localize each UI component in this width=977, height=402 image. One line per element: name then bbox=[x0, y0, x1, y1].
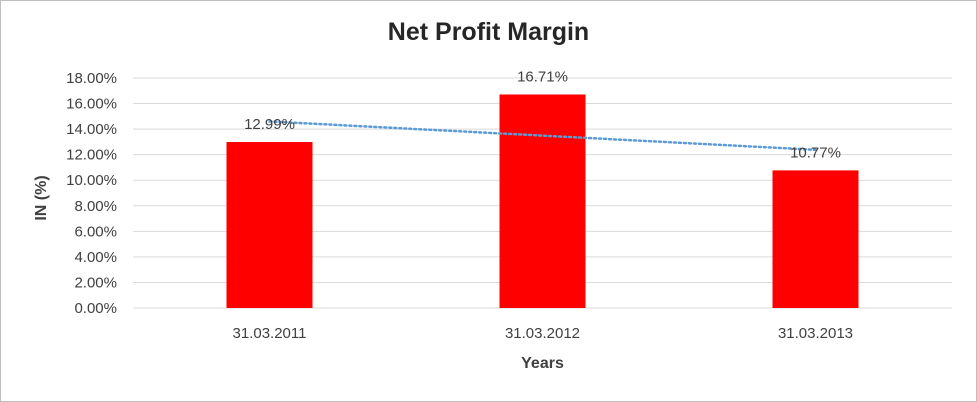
y-axis-title: IN (%) bbox=[33, 175, 50, 220]
y-tick-label: 6.00% bbox=[74, 223, 117, 240]
y-tick-label: 18.00% bbox=[66, 70, 117, 87]
y-tick-label: 12.00% bbox=[66, 147, 117, 164]
x-tick-labels: 31.03.2011 31.03.2012 31.03.2013 bbox=[233, 325, 854, 342]
y-tick-labels: 0.00% 2.00% 4.00% 6.00% 8.00% 10.00% 12.00% 14.… bbox=[66, 70, 117, 317]
y-tick-label: 2.00% bbox=[74, 274, 117, 291]
x-tick-label: 31.03.2012 bbox=[505, 325, 580, 342]
y-tick-label: 16.00% bbox=[66, 96, 117, 113]
trendline-line bbox=[268, 120, 817, 152]
data-labels: 12.99% 16.71% 10.77% bbox=[244, 68, 841, 161]
trendline bbox=[268, 120, 817, 152]
chart-title: Net Profit Margin bbox=[387, 18, 590, 46]
bar bbox=[772, 170, 859, 308]
x-tick-label: 31.03.2013 bbox=[778, 325, 853, 342]
y-tick-label: 14.00% bbox=[66, 121, 117, 138]
y-tick-label: 0.00% bbox=[74, 300, 117, 317]
data-label: 16.71% bbox=[517, 68, 568, 85]
y-tick-label: 4.00% bbox=[74, 249, 117, 266]
y-tick-label: 8.00% bbox=[74, 198, 117, 215]
bars bbox=[226, 94, 859, 308]
y-tick-label: 10.00% bbox=[66, 172, 117, 189]
data-label: 10.77% bbox=[790, 144, 841, 161]
data-label: 12.99% bbox=[244, 116, 295, 133]
x-tick-label: 31.03.2011 bbox=[233, 325, 307, 342]
bar bbox=[226, 142, 313, 308]
x-axis-title: Years bbox=[521, 355, 564, 372]
bar bbox=[499, 94, 586, 308]
